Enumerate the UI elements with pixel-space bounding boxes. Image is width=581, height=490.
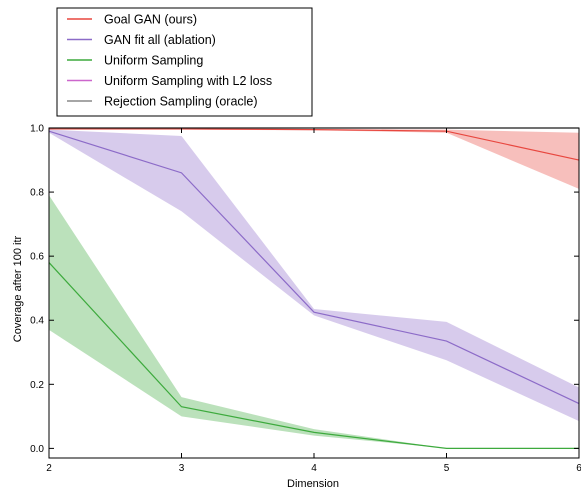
x-tick-label: 2 xyxy=(46,463,52,474)
y-tick-label: 0.0 xyxy=(30,444,44,455)
axes: Dimension Coverage after 100 itr 2 3 4 5 6 0.… xyxy=(12,124,581,490)
x-tick-label: 3 xyxy=(179,463,185,474)
y-tick-label: 0.6 xyxy=(30,252,44,263)
x-axis-title: Dimension xyxy=(287,478,339,490)
y-tick-label: 1.0 xyxy=(30,124,44,135)
band-2 xyxy=(49,129,579,422)
band-1 xyxy=(49,128,579,189)
y-tick-label: 0.4 xyxy=(30,316,44,327)
legend-label-4: Uniform Sampling with L2 loss xyxy=(104,74,272,88)
x-tick-label: 6 xyxy=(576,463,581,474)
legend: Goal GAN (ours) GAN fit all (ablation) Uni… xyxy=(56,7,313,117)
x-tick-label: 5 xyxy=(444,463,450,474)
legend-label-1: Goal GAN (ours) xyxy=(104,13,197,27)
series-line-3 xyxy=(48,262,579,449)
y-tick-label: 0.8 xyxy=(30,188,44,199)
legend-label-5: Rejection Sampling (oracle) xyxy=(104,95,258,109)
legend-label-2: GAN fit all (ablation) xyxy=(104,33,216,47)
y-tick-label: 0.2 xyxy=(30,380,44,391)
y-axis-title: Coverage after 100 itr xyxy=(12,235,24,342)
band-3 xyxy=(49,195,579,449)
x-tick-label: 4 xyxy=(311,463,317,474)
plot-area xyxy=(48,127,580,449)
series-line-2 xyxy=(48,130,580,405)
legend-label-3: Uniform Sampling xyxy=(104,54,203,68)
legend-box xyxy=(56,7,313,117)
